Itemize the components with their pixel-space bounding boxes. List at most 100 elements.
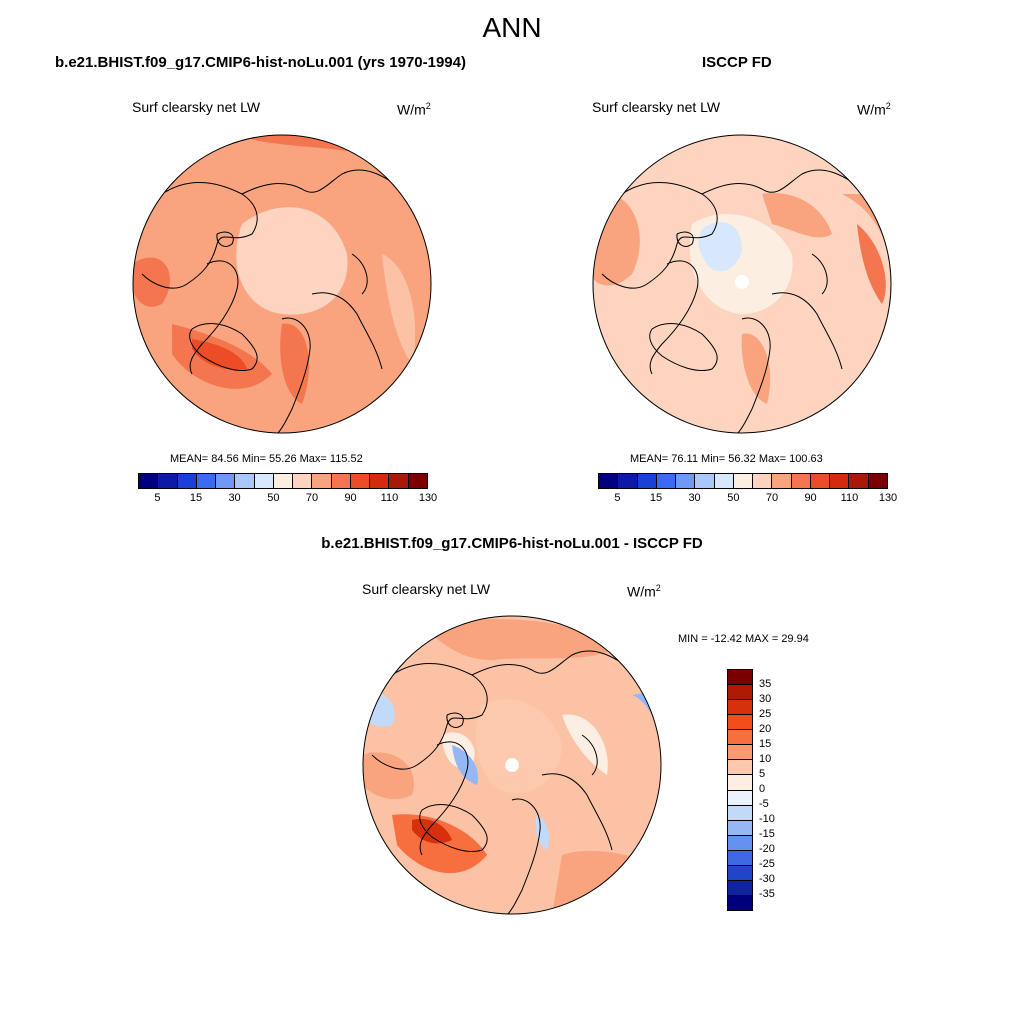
- colorbar-label: 0: [759, 783, 766, 795]
- colorbar-swatch: [810, 474, 831, 488]
- colorbar-swatch: [728, 670, 752, 686]
- colorbar-swatch: [408, 474, 427, 488]
- colorbar-swatch: [177, 474, 197, 488]
- colorbar-swatch: [728, 730, 752, 746]
- colorbar-swatch: [728, 880, 752, 896]
- colorbar-label: -30: [759, 873, 775, 885]
- colorbar-swatch: [714, 474, 734, 488]
- polar-map-diff: [362, 615, 662, 915]
- panel-title-model: b.e21.BHIST.f09_g17.CMIP6-hist-noLu.001 …: [55, 54, 466, 71]
- stats-model: MEAN= 84.56 Min= 55.26 Max= 115.52: [170, 453, 363, 465]
- colorbar-label: 35: [759, 678, 772, 690]
- colorbar-swatch: [728, 775, 752, 791]
- colorbar-swatch: [637, 474, 657, 488]
- colorbar-label: 70: [765, 492, 779, 504]
- units-model: W/m2: [397, 101, 431, 118]
- colorbar-swatch: [312, 474, 332, 488]
- colorbar-label: 90: [344, 492, 357, 504]
- colorbar-swatch: [733, 474, 754, 488]
- colorbar-label: 30: [759, 693, 772, 705]
- colorbar-swatch: [139, 474, 159, 488]
- colorbar-label: 130: [878, 492, 898, 504]
- colorbar-label: 5: [154, 492, 161, 504]
- colorbar-label: 110: [840, 492, 859, 504]
- colorbar-labels: 35 30 25 20 15 10 5 0 -5 -10 -15 -20 -25…: [759, 669, 799, 909]
- colorbar-label: 50: [727, 492, 740, 504]
- colorbar-label: 50: [267, 492, 280, 504]
- colorbar-swatch: [728, 895, 752, 910]
- colorbar-label: 15: [189, 492, 203, 504]
- colorbar-diff: 35 30 25 20 15 10 5 0 -5 -10 -15 -20 -25…: [727, 669, 775, 911]
- colorbar-swatch: [728, 805, 752, 821]
- colorbar-swatch: [599, 474, 619, 488]
- colorbar-swatch: [728, 745, 752, 761]
- colorbar-swatch: [273, 474, 294, 488]
- units-obs: W/m2: [857, 101, 891, 118]
- colorbar-swatch: [728, 790, 752, 806]
- colorbar-swatch: [331, 474, 351, 488]
- colorbar-swatch: [868, 474, 887, 488]
- polar-map-model: [132, 134, 432, 434]
- stats-obs: MEAN= 76.11 Min= 56.32 Max= 100.63: [630, 453, 823, 465]
- colorbar-swatch: [158, 474, 178, 488]
- colorbar-label: -20: [759, 843, 775, 855]
- stats-diff: MIN = -12.42 MAX = 29.94: [678, 633, 809, 645]
- units-diff: W/m2: [627, 583, 661, 600]
- colorbar-swatch: [695, 474, 715, 488]
- colorbar-model: 5 15 30 50 70 90 110 130: [138, 473, 437, 508]
- colorbar-swatches: [727, 669, 753, 911]
- colorbar-label: 90: [804, 492, 817, 504]
- colorbar-label: 25: [759, 708, 772, 720]
- variable-name-obs: Surf clearsky net LW: [592, 99, 721, 115]
- colorbar-labels: 5 15 30 50 70 90 110 130: [138, 492, 437, 508]
- colorbar-swatch: [370, 474, 390, 488]
- arctic-polar-map-icon: [362, 615, 662, 915]
- colorbar-swatch: [676, 474, 696, 488]
- colorbar-swatch: [389, 474, 409, 488]
- colorbar-swatch: [656, 474, 677, 488]
- colorbar-swatch: [830, 474, 850, 488]
- polar-map-obs: [592, 134, 892, 434]
- colorbar-label: -5: [759, 798, 769, 810]
- colorbar-swatch: [216, 474, 236, 488]
- colorbar-label: 5: [614, 492, 621, 504]
- colorbar-label: 30: [688, 492, 701, 504]
- colorbar-swatch: [196, 474, 217, 488]
- colorbar-swatch: [753, 474, 773, 488]
- colorbar-swatches: [598, 473, 888, 489]
- colorbar-label: 30: [228, 492, 241, 504]
- colorbar-label: 130: [418, 492, 438, 504]
- colorbar-swatch: [728, 835, 752, 851]
- colorbar-label: 110: [380, 492, 399, 504]
- arctic-polar-map-icon: [132, 134, 432, 434]
- colorbar-swatch: [728, 715, 752, 731]
- main-title: ANN: [482, 12, 542, 43]
- colorbar-swatch: [772, 474, 792, 488]
- colorbar-swatch: [728, 685, 752, 701]
- colorbar-label: 15: [649, 492, 663, 504]
- colorbar-label: 20: [759, 723, 772, 735]
- colorbar-swatch: [791, 474, 811, 488]
- colorbar-label: 15: [759, 738, 772, 750]
- colorbar-label: -15: [759, 828, 775, 840]
- colorbar-labels: 5 15 30 50 70 90 110 130: [598, 492, 897, 508]
- colorbar-label: -10: [759, 813, 775, 825]
- panel-title-diff: b.e21.BHIST.f09_g17.CMIP6-hist-noLu.001 …: [321, 535, 703, 552]
- colorbar-swatch: [728, 760, 752, 776]
- colorbar-swatch: [254, 474, 274, 488]
- colorbar-label: -25: [759, 858, 775, 870]
- colorbar-label: 10: [759, 753, 772, 765]
- colorbar-label: 70: [305, 492, 319, 504]
- colorbar-obs: 5 15 30 50 70 90 110 130: [598, 473, 897, 508]
- colorbar-swatch: [618, 474, 638, 488]
- variable-name-diff: Surf clearsky net LW: [362, 581, 491, 597]
- colorbar-swatch: [728, 700, 752, 716]
- colorbar-swatches: [138, 473, 428, 489]
- colorbar-swatch: [728, 820, 752, 836]
- panel-title-obs: ISCCP FD: [702, 54, 772, 71]
- colorbar-swatch: [293, 474, 313, 488]
- colorbar-swatch: [728, 865, 752, 881]
- colorbar-label: 5: [759, 768, 766, 780]
- colorbar-swatch: [350, 474, 371, 488]
- colorbar-swatch: [728, 850, 752, 866]
